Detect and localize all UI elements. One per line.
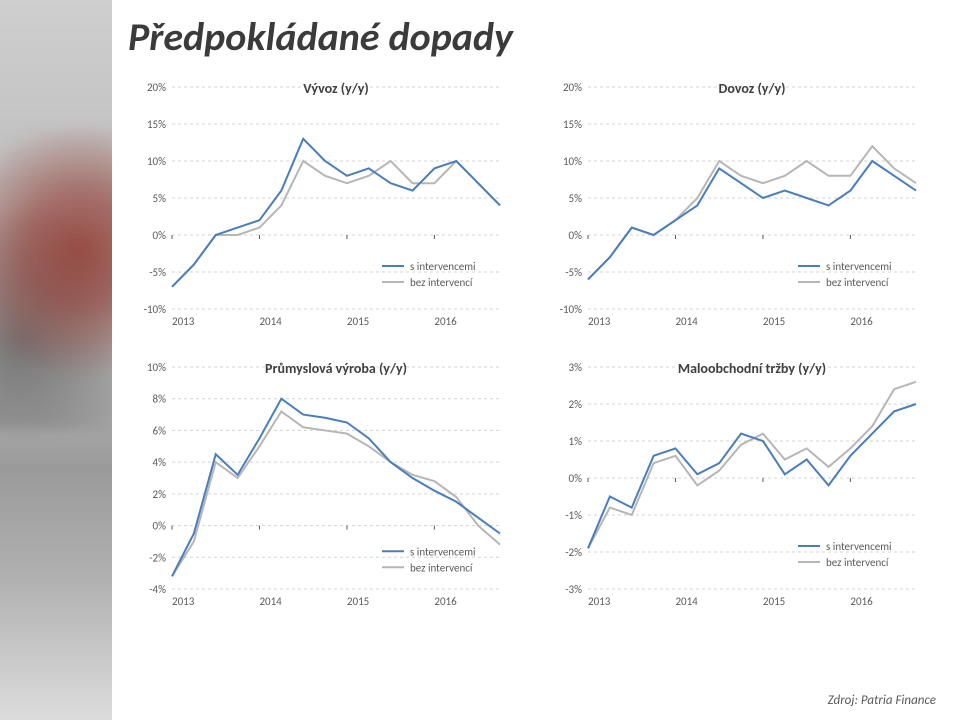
svg-text:2%: 2% [153,488,167,501]
photo-strip [0,0,112,720]
svg-text:20%: 20% [147,81,166,94]
svg-text:2%: 2% [569,398,583,411]
svg-text:0%: 0% [153,520,167,533]
svg-text:Průmyslová výroba (y/y): Průmyslová výroba (y/y) [265,360,407,377]
svg-text:2014: 2014 [259,595,282,608]
svg-text:10%: 10% [147,155,166,168]
grid-row: -4% -2% 0% 2% 4% 6% 8% 10% 2013 2014 2015 2016 Průmy… [128,355,924,615]
svg-text:0%: 0% [569,229,583,242]
svg-text:2014: 2014 [675,595,698,608]
svg-text:bez intervencí: bez intervencí [826,276,889,289]
svg-text:5%: 5% [569,192,583,205]
svg-text:10%: 10% [147,361,166,374]
page-title: Předpokládané dopady [128,12,940,61]
svg-text:2016: 2016 [434,315,457,328]
svg-text:2014: 2014 [259,315,282,328]
chart-maloobchod: -3% -2% -1% 0% 1% 2% 3% 2013 2014 2015 2016 Maloobc… [544,355,924,615]
svg-text:bez intervencí: bez intervencí [410,561,473,574]
chart-prumysl: -4% -2% 0% 2% 4% 6% 8% 10% 2013 2014 2015 2016 Průmy… [128,355,508,615]
svg-text:2015: 2015 [763,315,785,328]
svg-text:s intervencemi: s intervencemi [826,540,892,553]
svg-text:-10%: -10% [560,303,583,316]
svg-text:2016: 2016 [434,595,457,608]
svg-text:15%: 15% [147,118,166,131]
svg-text:2016: 2016 [850,315,873,328]
grid-row: -10% -5% 0% 5% 10% 15% 20% 2013 2014 2015 2016 Vývo… [128,75,924,335]
content-area: Předpokládané dopady -10% -5% 0% 5% 10% 15% 20… [112,0,960,720]
chart-grid: -10% -5% 0% 5% 10% 15% 20% 2013 2014 2015 2016 Vývo… [128,75,940,615]
chart-vyvoz: -10% -5% 0% 5% 10% 15% 20% 2013 2014 2015 2016 Vývo… [128,75,508,335]
svg-text:15%: 15% [563,118,582,131]
svg-text:1%: 1% [569,435,583,448]
svg-text:2016: 2016 [850,595,873,608]
svg-text:s intervencemi: s intervencemi [410,545,476,558]
svg-text:-10%: -10% [144,303,167,316]
svg-text:3%: 3% [569,361,583,374]
svg-text:2013: 2013 [588,595,611,608]
svg-text:-1%: -1% [565,509,582,522]
svg-text:s intervencemi: s intervencemi [410,260,476,273]
svg-text:2015: 2015 [763,595,785,608]
svg-text:-5%: -5% [149,266,166,279]
svg-text:bez intervencí: bez intervencí [826,556,889,569]
svg-text:2015: 2015 [347,595,369,608]
svg-text:bez intervencí: bez intervencí [410,276,473,289]
svg-text:2013: 2013 [588,315,611,328]
svg-text:6%: 6% [153,424,167,437]
source-label: Zdroj: Patria Finance [828,693,936,708]
svg-text:5%: 5% [153,192,167,205]
svg-text:2013: 2013 [172,315,195,328]
svg-text:2013: 2013 [172,595,195,608]
svg-text:-3%: -3% [565,583,582,596]
svg-text:-5%: -5% [565,266,582,279]
svg-text:Maloobchodní tržby (y/y): Maloobchodní tržby (y/y) [678,360,826,377]
svg-text:2015: 2015 [347,315,369,328]
svg-text:0%: 0% [153,229,167,242]
chart-dovoz: -10% -5% 0% 5% 10% 15% 20% 2013 2014 2015 2016 Dovo… [544,75,924,335]
svg-text:8%: 8% [153,393,167,406]
svg-text:20%: 20% [563,81,582,94]
svg-text:Dovoz (y/y): Dovoz (y/y) [719,80,786,97]
svg-text:-2%: -2% [149,551,166,564]
svg-text:Vývoz (y/y): Vývoz (y/y) [303,80,368,97]
slide: Předpokládané dopady -10% -5% 0% 5% 10% 15% 20… [0,0,960,720]
svg-text:s intervencemi: s intervencemi [826,260,892,273]
svg-text:10%: 10% [563,155,582,168]
svg-text:-4%: -4% [149,583,166,596]
svg-text:0%: 0% [569,472,583,485]
svg-text:2014: 2014 [675,315,698,328]
svg-text:-2%: -2% [565,546,582,559]
svg-text:4%: 4% [153,456,167,469]
